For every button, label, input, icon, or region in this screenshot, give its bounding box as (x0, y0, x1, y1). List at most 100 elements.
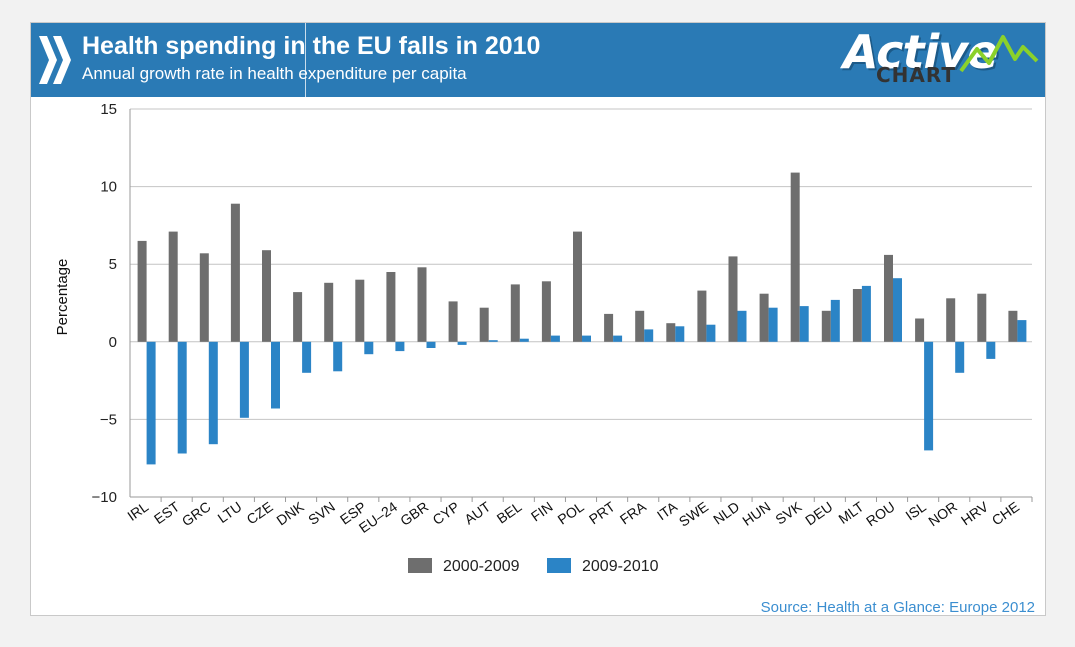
bar-2000-2009-AUT (479, 307, 489, 342)
bar-2000-2009-BEL (510, 284, 520, 342)
x-tick-label: FRA (617, 498, 650, 528)
bar-2000-2009-CHE (1008, 310, 1018, 342)
bar-2009-2010-EST (177, 341, 187, 454)
bar-2009-2010-POL (582, 335, 591, 342)
bar-2000-2009-HRV (977, 293, 987, 342)
cursor-line (305, 23, 306, 97)
x-tick-label: SVK (772, 498, 805, 528)
bar-2009-2010-CYP (457, 341, 467, 345)
bar-2000-2009-LTU (230, 203, 240, 342)
bar-2009-2010-SWE (706, 324, 716, 342)
bar-2009-2010-CHE (1017, 320, 1027, 342)
x-tick-label: GBR (397, 498, 431, 529)
x-tick-label: DEU (802, 498, 835, 528)
logo-chart-text: CHART (876, 63, 957, 87)
x-tick-label: ISL (902, 498, 929, 523)
legend-swatch-2009-2010 (547, 558, 571, 573)
bar-2000-2009-PRT (604, 313, 614, 342)
x-tick-label: SWE (676, 498, 711, 529)
y-axis-label: Percentage (54, 259, 71, 336)
bar-2009-2010-SVN (333, 341, 343, 372)
x-tick-label: GRC (179, 498, 214, 529)
y-tick-label: 0 (109, 334, 117, 351)
source-note: Source: Health at a Glance: Europe 2012 (760, 599, 1035, 616)
x-tick-label: PRT (586, 498, 618, 527)
x-tick-label: BEL (494, 498, 525, 526)
bar-2009-2010-ITA (675, 326, 685, 342)
bar-2000-2009-EST (168, 231, 178, 342)
bar-2009-2010-GBR (426, 341, 436, 348)
x-tick-label: FIN (528, 498, 556, 524)
x-tick-label: IRL (124, 498, 151, 524)
bar-2009-2010-HRV (986, 341, 996, 359)
sparkline-icon (959, 35, 1039, 73)
bar-2009-2010-NOR (955, 341, 965, 373)
legend-label: 2000-2009 (443, 558, 520, 575)
bar-2009-2010-ESP (364, 341, 374, 355)
bar-2000-2009-MLT (852, 289, 862, 342)
bar-2000-2009-CZE (262, 250, 271, 342)
y-tick-label: −5 (100, 411, 117, 428)
y-tick-label: 5 (109, 256, 117, 273)
double-chevron-icon (39, 36, 71, 84)
bar-2000-2009-GBR (417, 267, 427, 342)
bar-2009-2010-DEU (830, 299, 840, 342)
bar-2000-2009-NLD (728, 256, 738, 342)
bar-2000-2009-NOR (946, 298, 956, 342)
bar-2009-2010-PRT (613, 335, 623, 342)
bar-2009-2010-HUN (768, 307, 778, 342)
bar-2000-2009-EU-24 (386, 272, 396, 342)
bar-2009-2010-IRL (146, 341, 156, 465)
bar-2000-2009-ITA (666, 323, 676, 342)
bar-2000-2009-ESP (355, 279, 365, 342)
x-tick-label: SVN (305, 498, 338, 528)
bar-2009-2010-MLT (861, 285, 871, 342)
x-tick-label: CZE (244, 498, 276, 527)
x-tick-label: CYP (430, 498, 463, 528)
x-tick-label: POL (555, 498, 587, 527)
x-tick-label: EST (151, 498, 183, 527)
x-tick-label: HRV (958, 498, 992, 528)
chart-subtitle: Annual growth rate in health expenditure… (82, 64, 467, 83)
x-tick-label: HUN (739, 498, 773, 529)
bar-2000-2009-DNK (293, 292, 303, 342)
bar-2000-2009-IRL (137, 240, 147, 342)
bar-2000-2009-HUN (759, 293, 769, 342)
x-tick-label: LTU (215, 498, 245, 526)
bar-2009-2010-SVK (799, 306, 809, 342)
bar-2009-2010-DNK (302, 341, 312, 373)
chart-title: Health spending in the EU falls in 2010 (82, 32, 541, 60)
y-tick-label: 15 (100, 101, 117, 118)
bar-2000-2009-FRA (635, 310, 645, 342)
bar-2000-2009-CYP (448, 301, 458, 342)
y-tick-label: 10 (100, 179, 117, 196)
activechart-logo: Active CHART (831, 25, 1041, 91)
bar-2009-2010-ISL (924, 341, 934, 451)
bar-2000-2009-POL (573, 231, 582, 342)
x-tick-label: NLD (710, 498, 742, 527)
bar-2000-2009-SWE (697, 290, 707, 342)
legend-label: 2009-2010 (582, 558, 659, 575)
x-tick-label: CHE (989, 498, 1022, 528)
bar-2009-2010-EU-24 (395, 341, 405, 352)
bar-2009-2010-AUT (488, 340, 498, 342)
x-tick-label: MLT (835, 498, 867, 527)
legend-swatch-2000-2009 (408, 558, 432, 573)
bar-2000-2009-ROU (884, 254, 893, 342)
x-tick-label: NOR (925, 498, 960, 529)
bar-2009-2010-BEL (519, 338, 529, 342)
bar-2009-2010-GRC (208, 341, 218, 445)
chart-frame (30, 22, 1046, 616)
bar-2009-2010-LTU (239, 341, 249, 418)
bar-2000-2009-FIN (541, 281, 551, 342)
bar-2000-2009-ISL (915, 318, 925, 342)
bar-2009-2010-NLD (737, 310, 747, 342)
chart-header: Health spending in the EU falls in 2010 … (31, 23, 1045, 97)
x-tick-label: ROU (863, 498, 898, 529)
bar-2000-2009-SVN (324, 282, 334, 342)
bar-2000-2009-SVK (790, 172, 800, 342)
y-tick-label: −10 (92, 489, 117, 506)
bar-2009-2010-ROU (893, 278, 902, 342)
x-tick-label: ITA (654, 498, 681, 523)
